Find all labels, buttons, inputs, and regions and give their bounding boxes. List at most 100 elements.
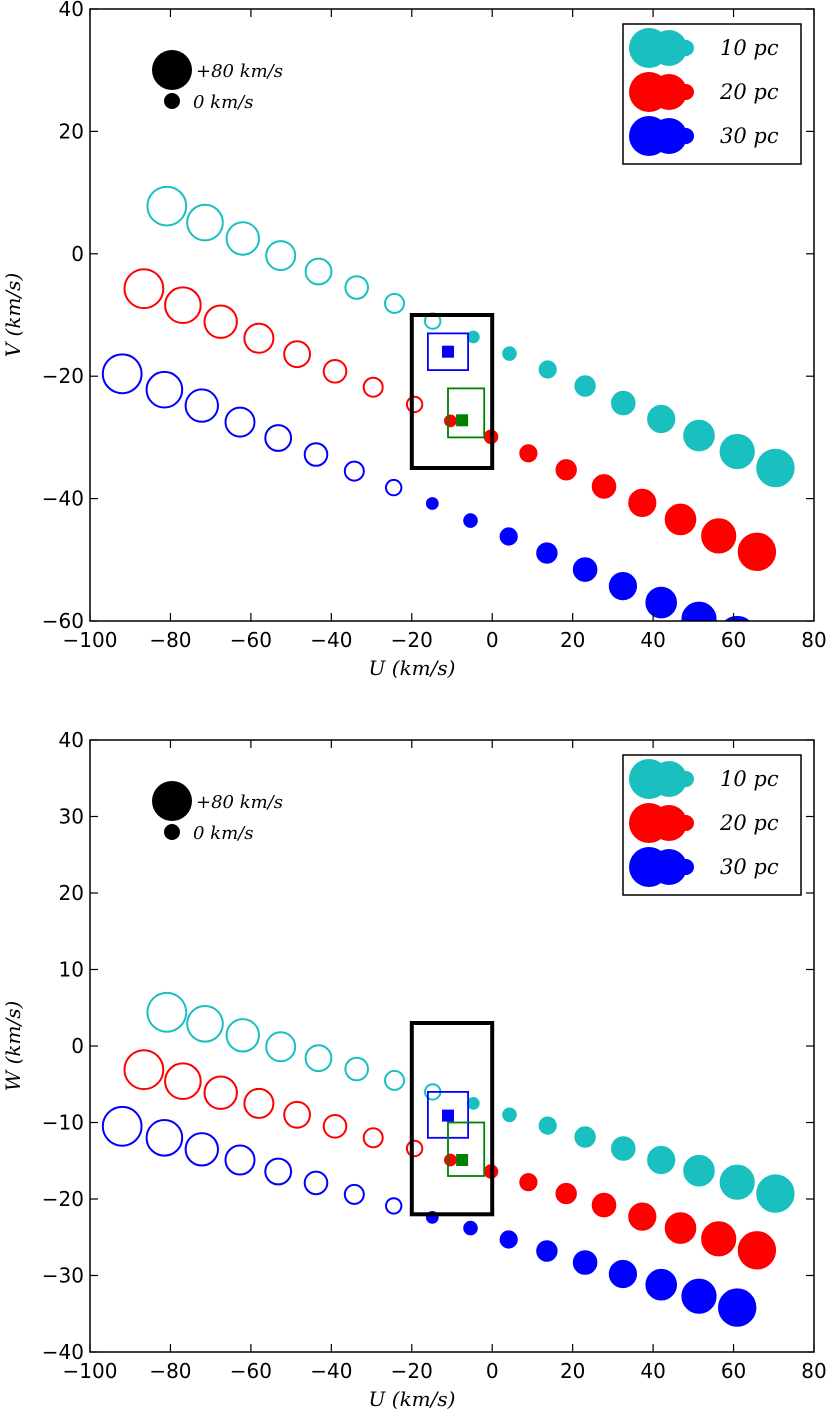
size-legend-small-label: 0 km/s xyxy=(193,823,253,844)
data-point-10pc-1 xyxy=(186,203,224,242)
x-tick-label: 60 xyxy=(721,628,746,652)
y-tick-label: 0 xyxy=(71,242,84,266)
data-point-30pc-2 xyxy=(184,1132,220,1167)
data-point-10pc-0 xyxy=(146,991,188,1033)
data-point-30pc-7 xyxy=(385,478,403,497)
data-point-20pc-10 xyxy=(519,444,538,463)
data-point-20pc-5 xyxy=(322,359,348,384)
mean-square-marker-0 xyxy=(442,1109,454,1122)
data-point-30pc-16 xyxy=(718,1288,757,1327)
region-box-2 xyxy=(447,1121,486,1177)
data-point-30pc-1 xyxy=(145,370,184,409)
data-point-30pc-6 xyxy=(343,460,365,482)
y-tick-label: −40 xyxy=(42,1340,84,1364)
data-point-20pc-1 xyxy=(164,286,202,325)
data-point-10pc-6 xyxy=(384,292,405,314)
data-point-20pc-11 xyxy=(555,459,577,481)
data-point-30pc-14 xyxy=(645,586,678,619)
x-tick-label: −40 xyxy=(310,1359,352,1383)
data-point-20pc-7 xyxy=(405,1139,424,1158)
legend-marker-2-c xyxy=(678,128,694,144)
x-tick-label: 80 xyxy=(801,628,826,652)
y-tick-label: 0 xyxy=(71,1034,84,1058)
x-tick-label: −40 xyxy=(310,628,352,652)
legend-marker-1-b xyxy=(651,805,687,841)
data-point-20pc-12 xyxy=(591,474,617,499)
legend-marker-0-b xyxy=(651,30,687,66)
size-legend-small-marker xyxy=(164,93,180,109)
x-tick-label: 20 xyxy=(560,628,585,652)
region-box-0 xyxy=(409,313,495,470)
legend-marker-2-b xyxy=(651,849,687,885)
data-point-10pc-2 xyxy=(225,1018,261,1053)
plot-area xyxy=(101,991,795,1327)
data-point-10pc-6 xyxy=(384,1069,405,1091)
data-point-10pc-8 xyxy=(466,1097,480,1110)
data-point-20pc-4 xyxy=(283,340,312,369)
legend-label: 30 pc xyxy=(720,124,779,148)
data-point-30pc-0 xyxy=(101,353,143,395)
data-point-10pc-14 xyxy=(683,419,715,452)
legend-label: 20 pc xyxy=(719,80,779,104)
data-point-30pc-5 xyxy=(303,1170,329,1196)
data-point-10pc-9 xyxy=(502,1107,517,1123)
data-point-20pc-10 xyxy=(519,1173,538,1192)
size-legend: +80 km/s 0 km/s xyxy=(152,781,283,844)
mean-square-marker-1 xyxy=(456,1154,469,1166)
data-point-30pc-15 xyxy=(681,1278,717,1314)
data-point-10pc-3 xyxy=(265,240,297,272)
data-point-20pc-7 xyxy=(405,395,424,414)
data-point-20pc-14 xyxy=(664,1212,697,1244)
size-legend-large-label: +80 km/s xyxy=(196,61,283,82)
data-point-30pc-10 xyxy=(499,527,518,546)
x-tick-label: −60 xyxy=(230,628,272,652)
legend-marker-0-c xyxy=(678,771,694,787)
y-tick-label: −60 xyxy=(42,609,84,633)
y-tick-label: 30 xyxy=(59,805,84,829)
y-tick-label: 20 xyxy=(59,881,84,905)
x-tick-label: 40 xyxy=(640,628,665,652)
data-point-20pc-0 xyxy=(123,268,165,310)
data-point-10pc-4 xyxy=(304,257,333,286)
data-point-10pc-15 xyxy=(719,1164,755,1200)
y-tick-label: 40 xyxy=(59,728,84,752)
data-point-10pc-13 xyxy=(647,1145,676,1175)
size-legend-large-marker xyxy=(152,50,192,90)
y-axis-label: W (km/s) xyxy=(1,1001,25,1092)
x-tick-label: −20 xyxy=(391,1359,433,1383)
data-point-30pc-10 xyxy=(499,1230,518,1249)
data-point-30pc-13 xyxy=(608,1259,638,1289)
size-legend-large-label: +80 km/s xyxy=(196,792,283,813)
data-point-20pc-15 xyxy=(701,518,737,554)
data-point-30pc-11 xyxy=(536,1240,558,1262)
data-point-10pc-5 xyxy=(344,1056,370,1082)
axes-frame xyxy=(89,8,815,622)
data-point-10pc-8 xyxy=(466,330,480,344)
data-point-10pc-10 xyxy=(538,1116,557,1135)
data-point-20pc-2 xyxy=(203,1075,238,1110)
x-tick-label: −60 xyxy=(230,1359,272,1383)
size-legend: +80 km/s 0 km/s xyxy=(152,50,283,113)
legend-marker-0-c xyxy=(678,40,694,56)
legend: 10 pc 20 pc 30 pc xyxy=(622,754,802,896)
y-tick-label: 20 xyxy=(59,119,84,143)
y-tick-label: −20 xyxy=(42,364,84,388)
mean-square-marker-0 xyxy=(442,345,454,358)
x-tick-label: −80 xyxy=(149,1359,191,1383)
data-point-20pc-16 xyxy=(737,532,777,571)
region-box-1 xyxy=(426,332,469,371)
data-point-20pc-1 xyxy=(164,1062,202,1100)
data-point-30pc-16 xyxy=(724,615,751,621)
x-tick-label: −100 xyxy=(63,1359,118,1383)
data-point-20pc-6 xyxy=(362,376,384,398)
data-point-10pc-12 xyxy=(611,390,636,416)
data-point-20pc-6 xyxy=(362,1127,384,1149)
data-point-30pc-9 xyxy=(463,1220,478,1236)
data-point-10pc-13 xyxy=(647,404,676,434)
data-point-10pc-3 xyxy=(265,1031,297,1063)
data-point-10pc-16 xyxy=(756,448,795,488)
data-point-10pc-10 xyxy=(538,360,557,379)
size-legend-small-label: 0 km/s xyxy=(193,92,253,113)
data-point-10pc-5 xyxy=(344,275,370,300)
